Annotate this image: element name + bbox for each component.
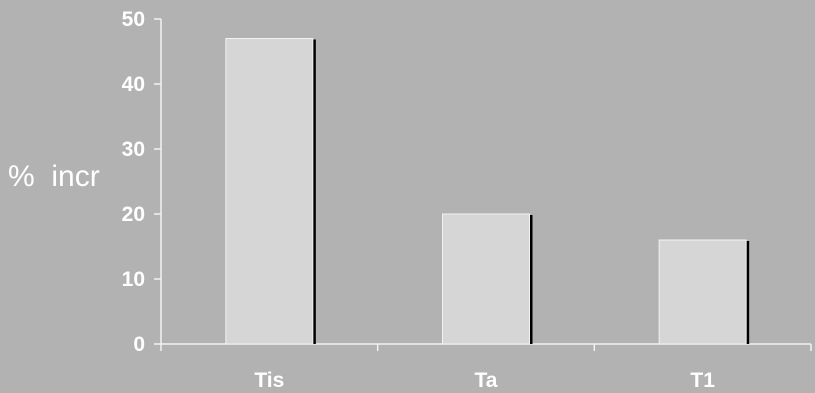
y-axis: 0 10 20 30 40 50 [122,8,162,356]
bar-shadow [312,39,316,344]
x-tick-label: Ta [475,369,498,392]
x-tick-labels: Tis Ta T1 [254,369,715,392]
bar-t1 [658,239,747,345]
y-tick-label: 50 [122,8,145,31]
y-tick-label: 20 [122,203,145,226]
bar-shadow [746,241,750,344]
x-axis [160,343,812,351]
y-tick-label: 0 [133,333,145,356]
y-tick-label: 40 [122,73,145,96]
bar-shadow [529,215,533,344]
y-axis-label: % incr [8,160,100,193]
y-tick-label: 10 [122,268,145,291]
x-tick-label: Tis [254,369,284,392]
bar-ta [442,213,530,345]
y-tick-label: 30 [122,138,145,161]
x-tick-label: T1 [690,369,715,392]
bars [225,38,750,345]
bar-tis [225,38,314,345]
